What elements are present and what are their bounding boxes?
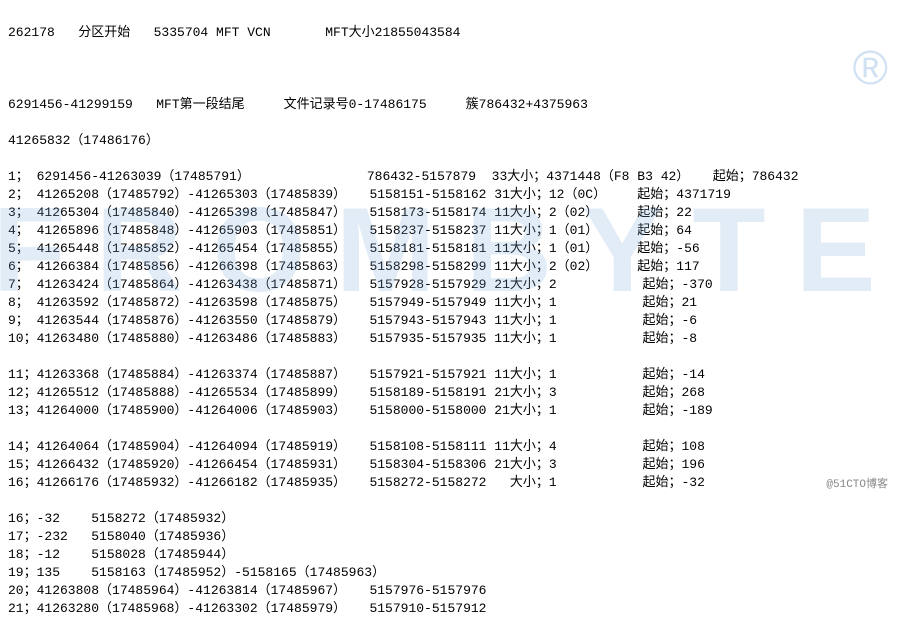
header-line-3: 41265832（17486176） [8, 132, 890, 150]
data-row: 15；41266432（17485920）-41266454（17485931）… [8, 456, 890, 474]
data-row: 19；135 5158163（17485952）-5158165（1748596… [8, 564, 890, 582]
data-row: 16；-32 5158272（17485932） [8, 510, 890, 528]
data-row: 7； 41263424（17485864）-41263438（17485871）… [8, 276, 890, 294]
data-row: 13；41264000（17485900）-41264006（17485903）… [8, 402, 890, 420]
data-row: 1； 6291456-41263039（17485791） 786432-515… [8, 168, 890, 186]
blank-line [8, 348, 890, 366]
data-row: 18；-12 5158028（17485944） [8, 546, 890, 564]
blank-line [8, 420, 890, 438]
data-row: 17；-232 5158040（17485936） [8, 528, 890, 546]
data-row: 2； 41265208（17485792）-41265303（17485839）… [8, 186, 890, 204]
header-line-2: 6291456-41299159 MFT第一段结尾 文件记录号0-1748617… [8, 96, 890, 114]
data-row: 20；41263808（17485964）-41263814（17485967）… [8, 582, 890, 600]
data-row: 21；41263280（17485968）-41263302（17485979）… [8, 600, 890, 618]
data-row: 4； 41265896（17485848）-41265903（17485851）… [8, 222, 890, 240]
text-dump: 262178 分区开始 5335704 MFT VCN MFT大小2185504… [0, 0, 898, 642]
data-row: 5； 41265448（17485852）-41265454（17485855）… [8, 240, 890, 258]
data-row: 9； 41263544（17485876）-41263550（17485879）… [8, 312, 890, 330]
data-row: 14；41264064（17485904）-41264094（17485919）… [8, 438, 890, 456]
credit-text: @51CTO博客 [826, 476, 888, 494]
data-row: 3； 41265304（17485840）-41265398（17485847）… [8, 204, 890, 222]
data-row: 10；41263480（17485880）-41263486（17485883）… [8, 330, 890, 348]
blank [8, 60, 890, 78]
header-line-1: 262178 分区开始 5335704 MFT VCN MFT大小2185504… [8, 24, 890, 42]
blank-line [8, 492, 890, 510]
data-row: 6； 41266384（17485856）-41266398（17485863）… [8, 258, 890, 276]
data-row: 11；41263368（17485884）-41263374（17485887）… [8, 366, 890, 384]
data-row: 8； 41263592（17485872）-41263598（17485875）… [8, 294, 890, 312]
data-row: 16；41266176（17485932）-41266182（17485935）… [8, 474, 890, 492]
data-row: 12；41265512（17485888）-41265534（17485899）… [8, 384, 890, 402]
